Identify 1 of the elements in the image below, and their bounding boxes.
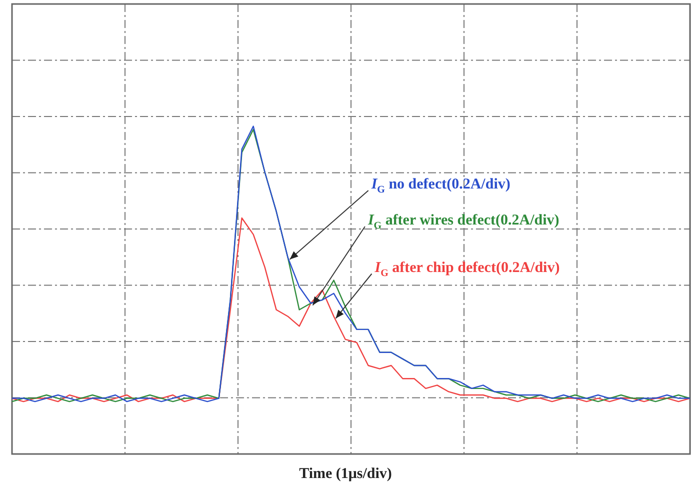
x-axis-title: Time (1μs/div) (298, 466, 393, 483)
